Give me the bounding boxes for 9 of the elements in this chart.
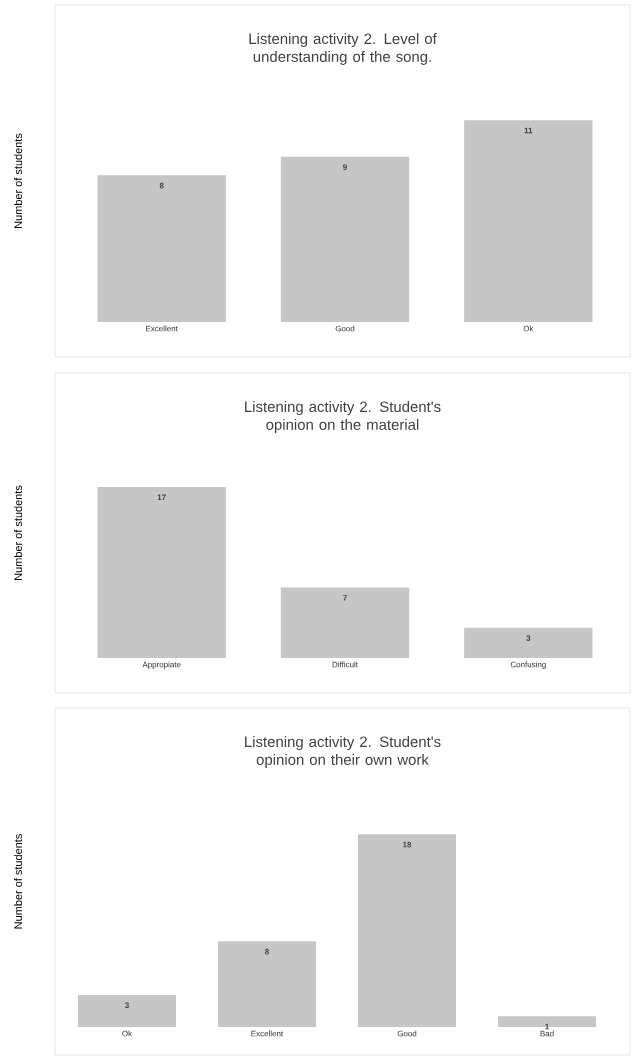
bar: [78, 994, 176, 1027]
chart-title: Listening activity 2. Student's opinion on their own work: [245, 736, 441, 768]
bar: [218, 941, 316, 1027]
chart-title: Listening activity 2. Level of understanding of the song.: [249, 33, 437, 65]
y-axis-title: Number of students: [13, 485, 23, 580]
y-axis-title: Number of students: [13, 834, 23, 929]
chart-title: Listening activity 2. Student's opinion on the material: [245, 401, 441, 433]
y-axis-title: Number of students: [13, 133, 23, 228]
bar: [358, 834, 456, 1027]
